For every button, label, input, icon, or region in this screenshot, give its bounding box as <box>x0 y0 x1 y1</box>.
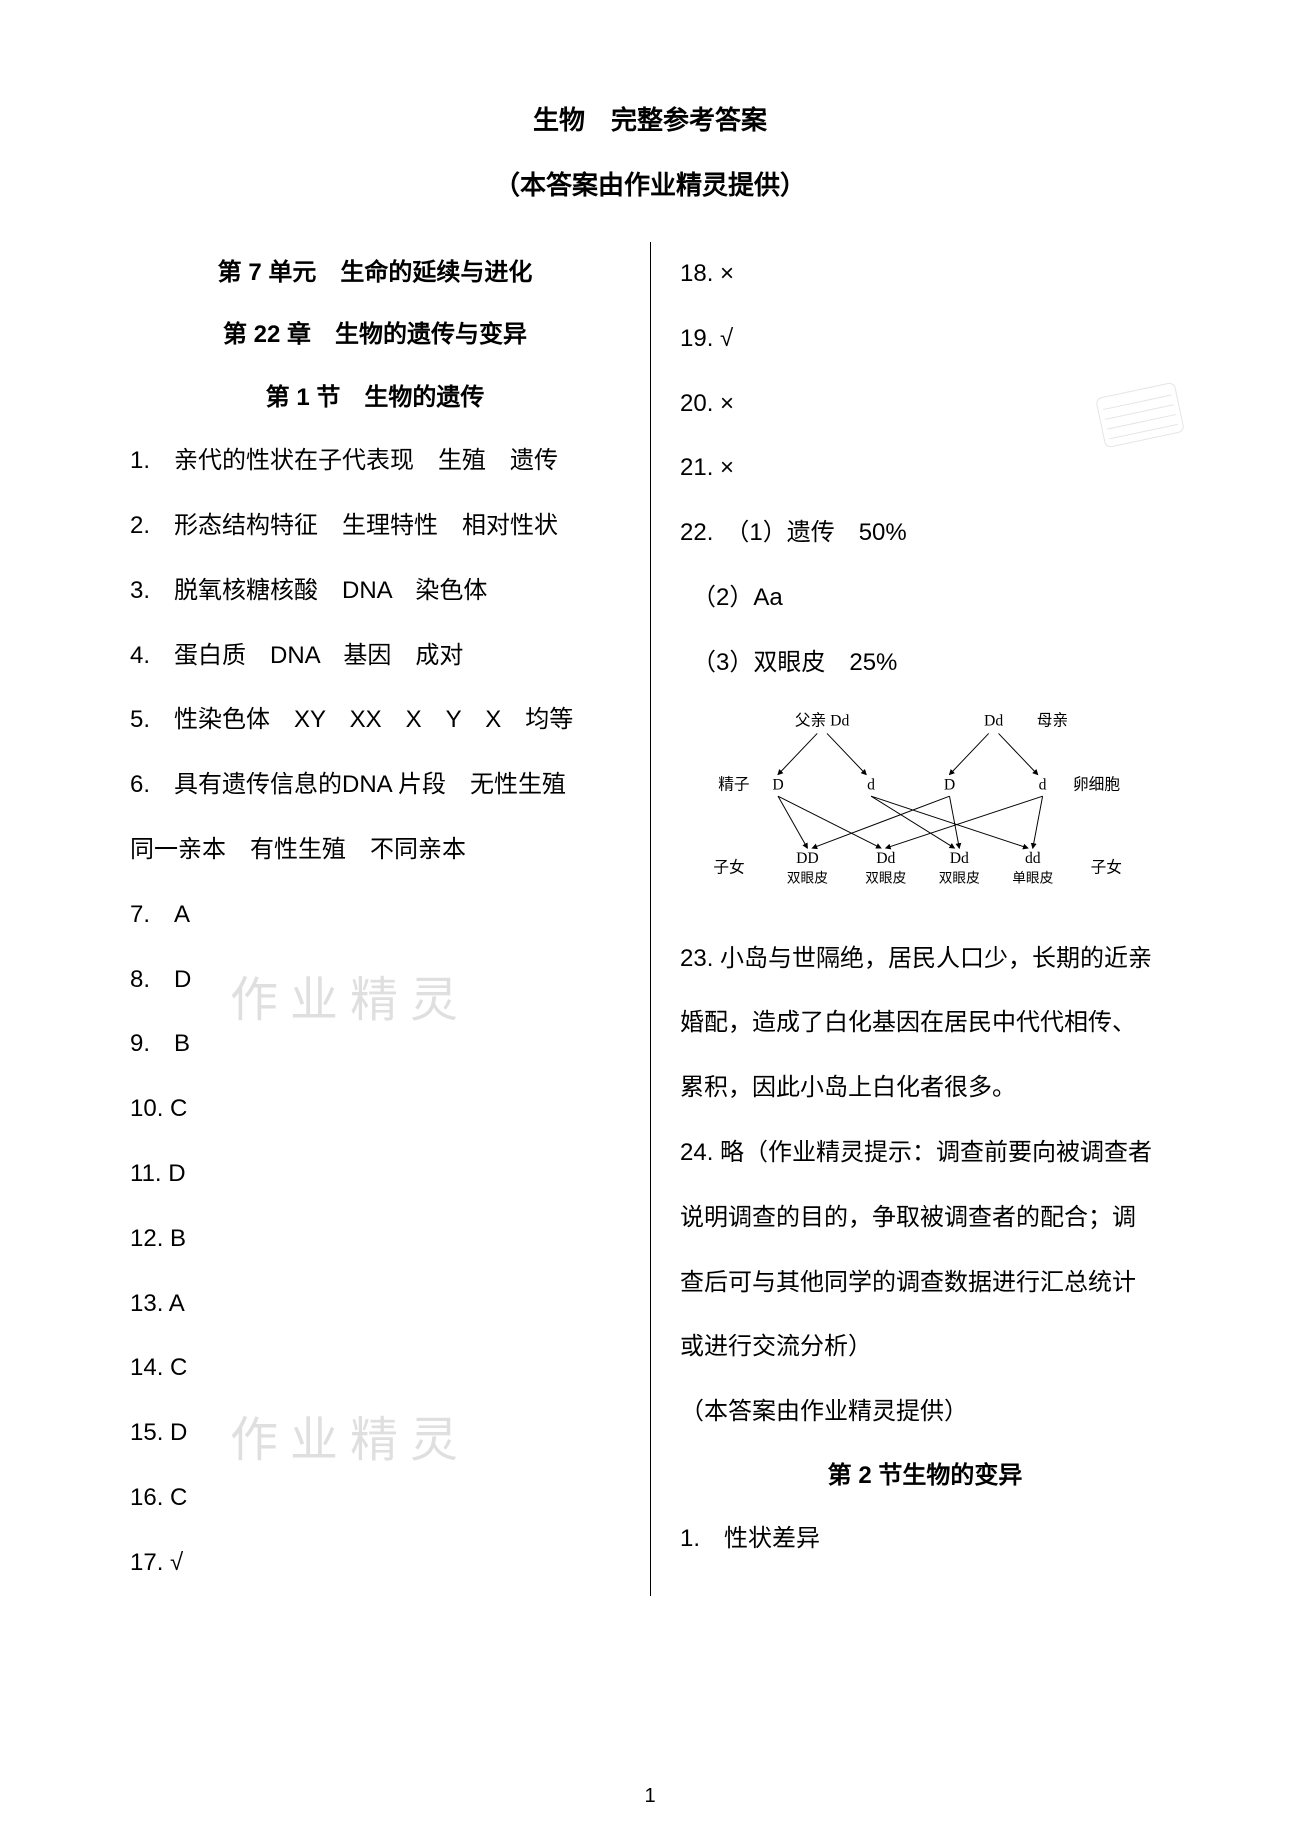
diagram-allele: d <box>867 776 875 793</box>
answer-line: 11. D <box>130 1142 620 1207</box>
diagram-allele: D <box>772 776 783 793</box>
diagram-phenotype: 双眼皮 <box>787 870 828 885</box>
answer-line: 17. √ <box>130 1531 620 1596</box>
answer-line: 12. B <box>130 1207 620 1272</box>
answer-line: 说明调查的目的，争取被调查者的配合；调 <box>680 1186 1170 1251</box>
answer-line: 15. D <box>130 1401 620 1466</box>
answer-line: 16. C <box>130 1466 620 1531</box>
diagram-genotype: dd <box>1025 849 1041 866</box>
answer-line: 3. 脱氧核糖核酸 DNA 染色体 <box>130 559 620 624</box>
diagram-mother-label: 母亲 <box>1037 711 1068 729</box>
diagram-father-label: 父亲 Dd <box>795 711 850 729</box>
diagram-allele: D <box>944 776 955 793</box>
diagram-egg-label: 卵细胞 <box>1073 775 1120 793</box>
answer-line: 9. B <box>130 1012 620 1077</box>
answer-line: 婚配，造成了白化基因在居民中代代相传、 <box>680 991 1170 1056</box>
diagram-phenotype: 双眼皮 <box>865 870 906 885</box>
answer-line: 19. √ <box>680 307 1170 372</box>
diagram-allele: d <box>1039 776 1047 793</box>
chapter-heading: 第 22 章 生物的遗传与变异 <box>130 304 620 366</box>
answer-line: 18. × <box>680 242 1170 307</box>
answer-line: 同一亲本 有性生殖 不同亲本 <box>130 818 620 883</box>
left-column: 第 7 单元 生命的延续与进化 第 22 章 生物的遗传与变异 第 1 节 生物… <box>130 242 650 1596</box>
answer-line: 6. 具有遗传信息的DNA 片段 无性生殖 <box>130 753 620 818</box>
answer-line: 7. A <box>130 883 620 948</box>
diagram-sperm-label: 精子 <box>718 775 749 793</box>
answer-line: 8. D <box>130 948 620 1013</box>
answer-line: （2）Aa <box>680 566 1170 631</box>
answer-line: 4. 蛋白质 DNA 基因 成对 <box>130 624 620 689</box>
diagram-mother-gt: Dd <box>984 712 1003 729</box>
diagram-children-label: 子女 <box>1091 857 1122 876</box>
answer-line: 13. A <box>130 1272 620 1337</box>
answer-line: 5. 性染色体 XY XX X Y X 均等 <box>130 688 620 753</box>
answer-line: 累积，因此小岛上白化者很多。 <box>680 1056 1170 1121</box>
answer-line: 23. 小岛与世隔绝，居民人口少，长期的近亲 <box>680 927 1170 992</box>
answer-line: 14. C <box>130 1336 620 1401</box>
answer-line: 查后可与其他同学的调查数据进行汇总统计 <box>680 1251 1170 1316</box>
answer-line: 10. C <box>130 1077 620 1142</box>
content-columns: 第 7 单元 生命的延续与进化 第 22 章 生物的遗传与变异 第 1 节 生物… <box>130 242 1170 1596</box>
answer-line: 24. 略（作业精灵提示：调查前要向被调查者 <box>680 1121 1170 1186</box>
answer-line: 22. （1）遗传 50% <box>680 501 1170 566</box>
genetics-diagram: 父亲 Dd Dd 母亲 精子 D d D d 卵细胞 <box>680 706 1170 902</box>
answer-line: 1. 性状差异 <box>680 1507 1170 1572</box>
diagram-genotype: DD <box>796 849 819 866</box>
page-number: 1 <box>644 1785 655 1808</box>
answer-line: 2. 形态结构特征 生理特性 相对性状 <box>130 494 620 559</box>
section-heading: 第 2 节生物的变异 <box>680 1445 1170 1507</box>
diagram-phenotype: 单眼皮 <box>1012 870 1053 885</box>
diagram-phenotype: 双眼皮 <box>939 870 980 885</box>
answer-line: 或进行交流分析） <box>680 1315 1170 1380</box>
answer-line: 21. × <box>680 436 1170 501</box>
right-column: 18. × 19. √ 20. × 21. × 22. （1）遗传 50% （2… <box>650 242 1170 1596</box>
doc-subtitle: （本答案由作业精灵提供） <box>130 165 1170 202</box>
unit-heading: 第 7 单元 生命的延续与进化 <box>130 242 620 304</box>
diagram-genotype: Dd <box>950 849 969 866</box>
answer-line: 20. × <box>680 372 1170 437</box>
column-divider <box>650 242 651 1596</box>
answer-line: 1. 亲代的性状在子代表现 生殖 遗传 <box>130 429 620 494</box>
diagram-children-label: 子女 <box>713 857 744 876</box>
answer-line: （3）双眼皮 25% <box>680 631 1170 696</box>
doc-title: 生物 完整参考答案 <box>130 100 1170 137</box>
answer-line: （本答案由作业精灵提供） <box>680 1380 1170 1445</box>
diagram-genotype: Dd <box>876 849 895 866</box>
section-heading: 第 1 节 生物的遗传 <box>130 367 620 429</box>
